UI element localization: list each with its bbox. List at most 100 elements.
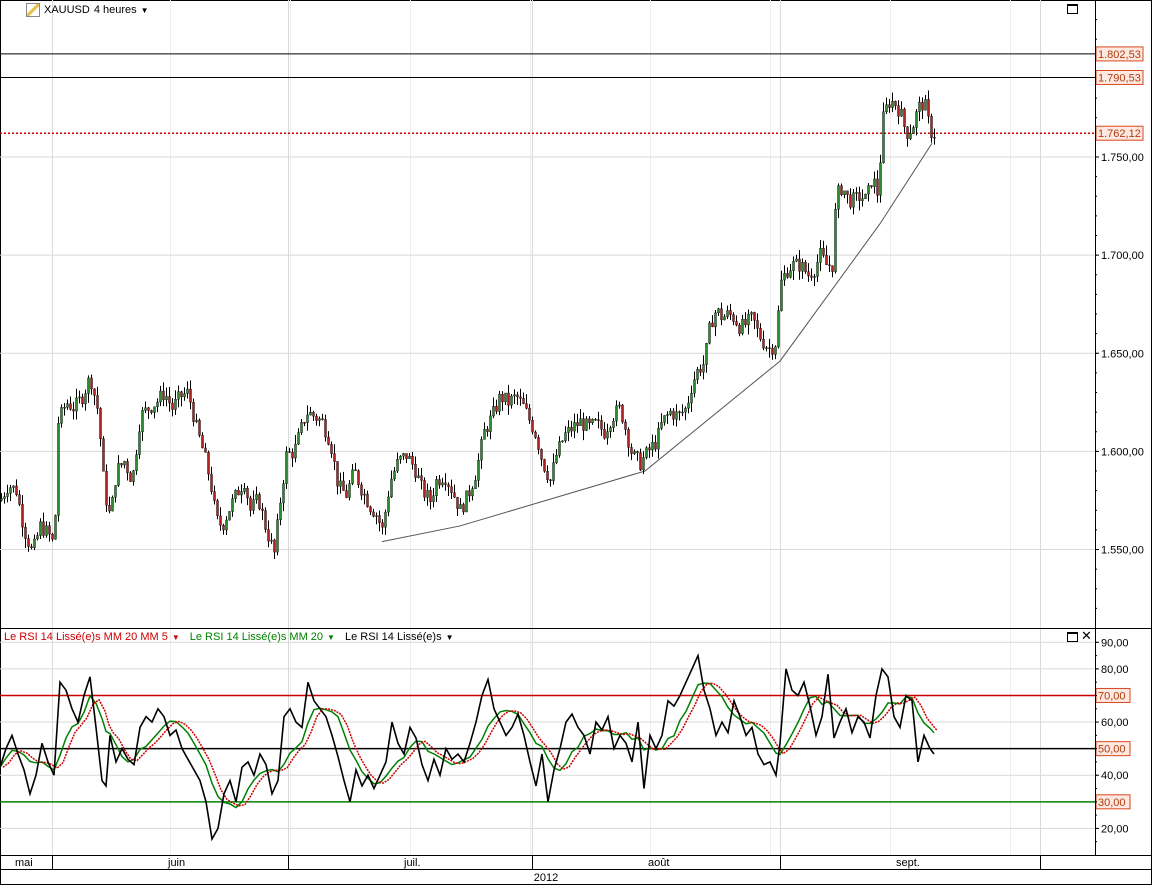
candle-body[interactable]	[714, 312, 717, 328]
candle-body[interactable]	[729, 310, 732, 315]
candle-body[interactable]	[546, 470, 549, 481]
candle-body[interactable]	[576, 422, 579, 426]
candle-body[interactable]	[762, 339, 765, 349]
candle-body[interactable]	[75, 397, 78, 412]
candle-body[interactable]	[711, 322, 714, 328]
candle-body[interactable]	[894, 101, 897, 107]
candle-body[interactable]	[159, 390, 162, 403]
rsi-lines[interactable]	[0, 652, 938, 842]
candle-body[interactable]	[558, 441, 561, 456]
candle-body[interactable]	[468, 490, 471, 497]
candle-body[interactable]	[573, 422, 576, 432]
candle-body[interactable]	[192, 402, 195, 422]
candle-body[interactable]	[66, 403, 69, 408]
candle-body[interactable]	[744, 318, 747, 326]
candle-body[interactable]	[354, 469, 357, 472]
candle-body[interactable]	[900, 108, 903, 117]
candle-body[interactable]	[717, 308, 720, 314]
candle-body[interactable]	[723, 316, 726, 321]
candle-body[interactable]	[579, 418, 582, 426]
candle-body[interactable]	[309, 412, 312, 416]
candle-body[interactable]	[675, 411, 678, 420]
candle-body[interactable]	[48, 525, 51, 535]
candle-body[interactable]	[453, 492, 456, 498]
candle-body[interactable]	[111, 497, 114, 512]
candle-body[interactable]	[372, 511, 375, 517]
candle-body[interactable]	[306, 414, 309, 423]
candle-body[interactable]	[660, 422, 663, 429]
candle-body[interactable]	[657, 428, 660, 450]
candle-body[interactable]	[669, 410, 672, 415]
candle-body[interactable]	[870, 185, 873, 187]
candle-body[interactable]	[621, 404, 624, 423]
candle-body[interactable]	[480, 439, 483, 461]
candle-body[interactable]	[459, 504, 462, 509]
candle-body[interactable]	[849, 194, 852, 208]
candle-body[interactable]	[165, 396, 168, 400]
candle-body[interactable]	[6, 493, 9, 497]
candle-body[interactable]	[465, 490, 468, 513]
candle-body[interactable]	[438, 479, 441, 486]
candle-body[interactable]	[15, 485, 18, 495]
candle-body[interactable]	[207, 452, 210, 475]
candle-body[interactable]	[171, 402, 174, 410]
candle-body[interactable]	[873, 178, 876, 187]
candle-body[interactable]	[555, 455, 558, 463]
candle-body[interactable]	[339, 480, 342, 487]
candle-body[interactable]	[750, 312, 753, 315]
candle-body[interactable]	[639, 452, 642, 471]
candle-body[interactable]	[300, 422, 303, 433]
candle-body[interactable]	[234, 490, 237, 499]
candle-body[interactable]	[597, 419, 600, 421]
candle-body[interactable]	[291, 451, 294, 459]
candle-body[interactable]	[144, 407, 147, 411]
candle-body[interactable]	[345, 490, 348, 498]
candle-body[interactable]	[360, 484, 363, 496]
candle-body[interactable]	[99, 408, 102, 439]
candle-body[interactable]	[264, 510, 267, 530]
candle-body[interactable]	[633, 451, 636, 454]
candle-body[interactable]	[222, 525, 225, 531]
candle-body[interactable]	[204, 447, 207, 453]
candle-body[interactable]	[861, 198, 864, 201]
candle-body[interactable]	[105, 471, 108, 506]
candle-body[interactable]	[426, 490, 429, 498]
candle-body[interactable]	[474, 480, 477, 489]
candle-body[interactable]	[921, 101, 924, 111]
candle-body[interactable]	[609, 427, 612, 432]
candle-body[interactable]	[906, 126, 909, 139]
candle-body[interactable]	[684, 407, 687, 413]
chevron-down-icon[interactable]: ▼	[140, 5, 149, 15]
candle-body[interactable]	[813, 276, 816, 278]
candle-body[interactable]	[123, 461, 126, 466]
candle-body[interactable]	[108, 505, 111, 512]
candle-body[interactable]	[531, 419, 534, 433]
candle-body[interactable]	[552, 462, 555, 481]
candle-body[interactable]	[834, 208, 837, 272]
candle-body[interactable]	[588, 418, 591, 424]
candle-body[interactable]	[819, 248, 822, 263]
candle-body[interactable]	[231, 498, 234, 512]
candle-body[interactable]	[384, 511, 387, 528]
candle-body[interactable]	[876, 178, 879, 196]
candle-body[interactable]	[582, 418, 585, 431]
candle-body[interactable]	[51, 533, 54, 540]
candle-body[interactable]	[156, 401, 159, 408]
candle-body[interactable]	[402, 453, 405, 457]
candle-body[interactable]	[168, 396, 171, 404]
candle-body[interactable]	[399, 455, 402, 460]
candle-body[interactable]	[495, 406, 498, 412]
candle-body[interactable]	[513, 394, 516, 397]
candle-body[interactable]	[288, 451, 291, 453]
candle-body[interactable]	[591, 419, 594, 424]
candle-body[interactable]	[96, 395, 99, 409]
candle-body[interactable]	[90, 377, 93, 390]
candle-body[interactable]	[654, 442, 657, 450]
candle-body[interactable]	[336, 461, 339, 487]
chevron-down-icon[interactable]: ▼	[327, 632, 335, 642]
candle-body[interactable]	[33, 538, 36, 548]
candle-body[interactable]	[60, 407, 63, 424]
candle-body[interactable]	[561, 440, 564, 443]
candle-body[interactable]	[741, 318, 744, 334]
candle-body[interactable]	[471, 488, 474, 497]
